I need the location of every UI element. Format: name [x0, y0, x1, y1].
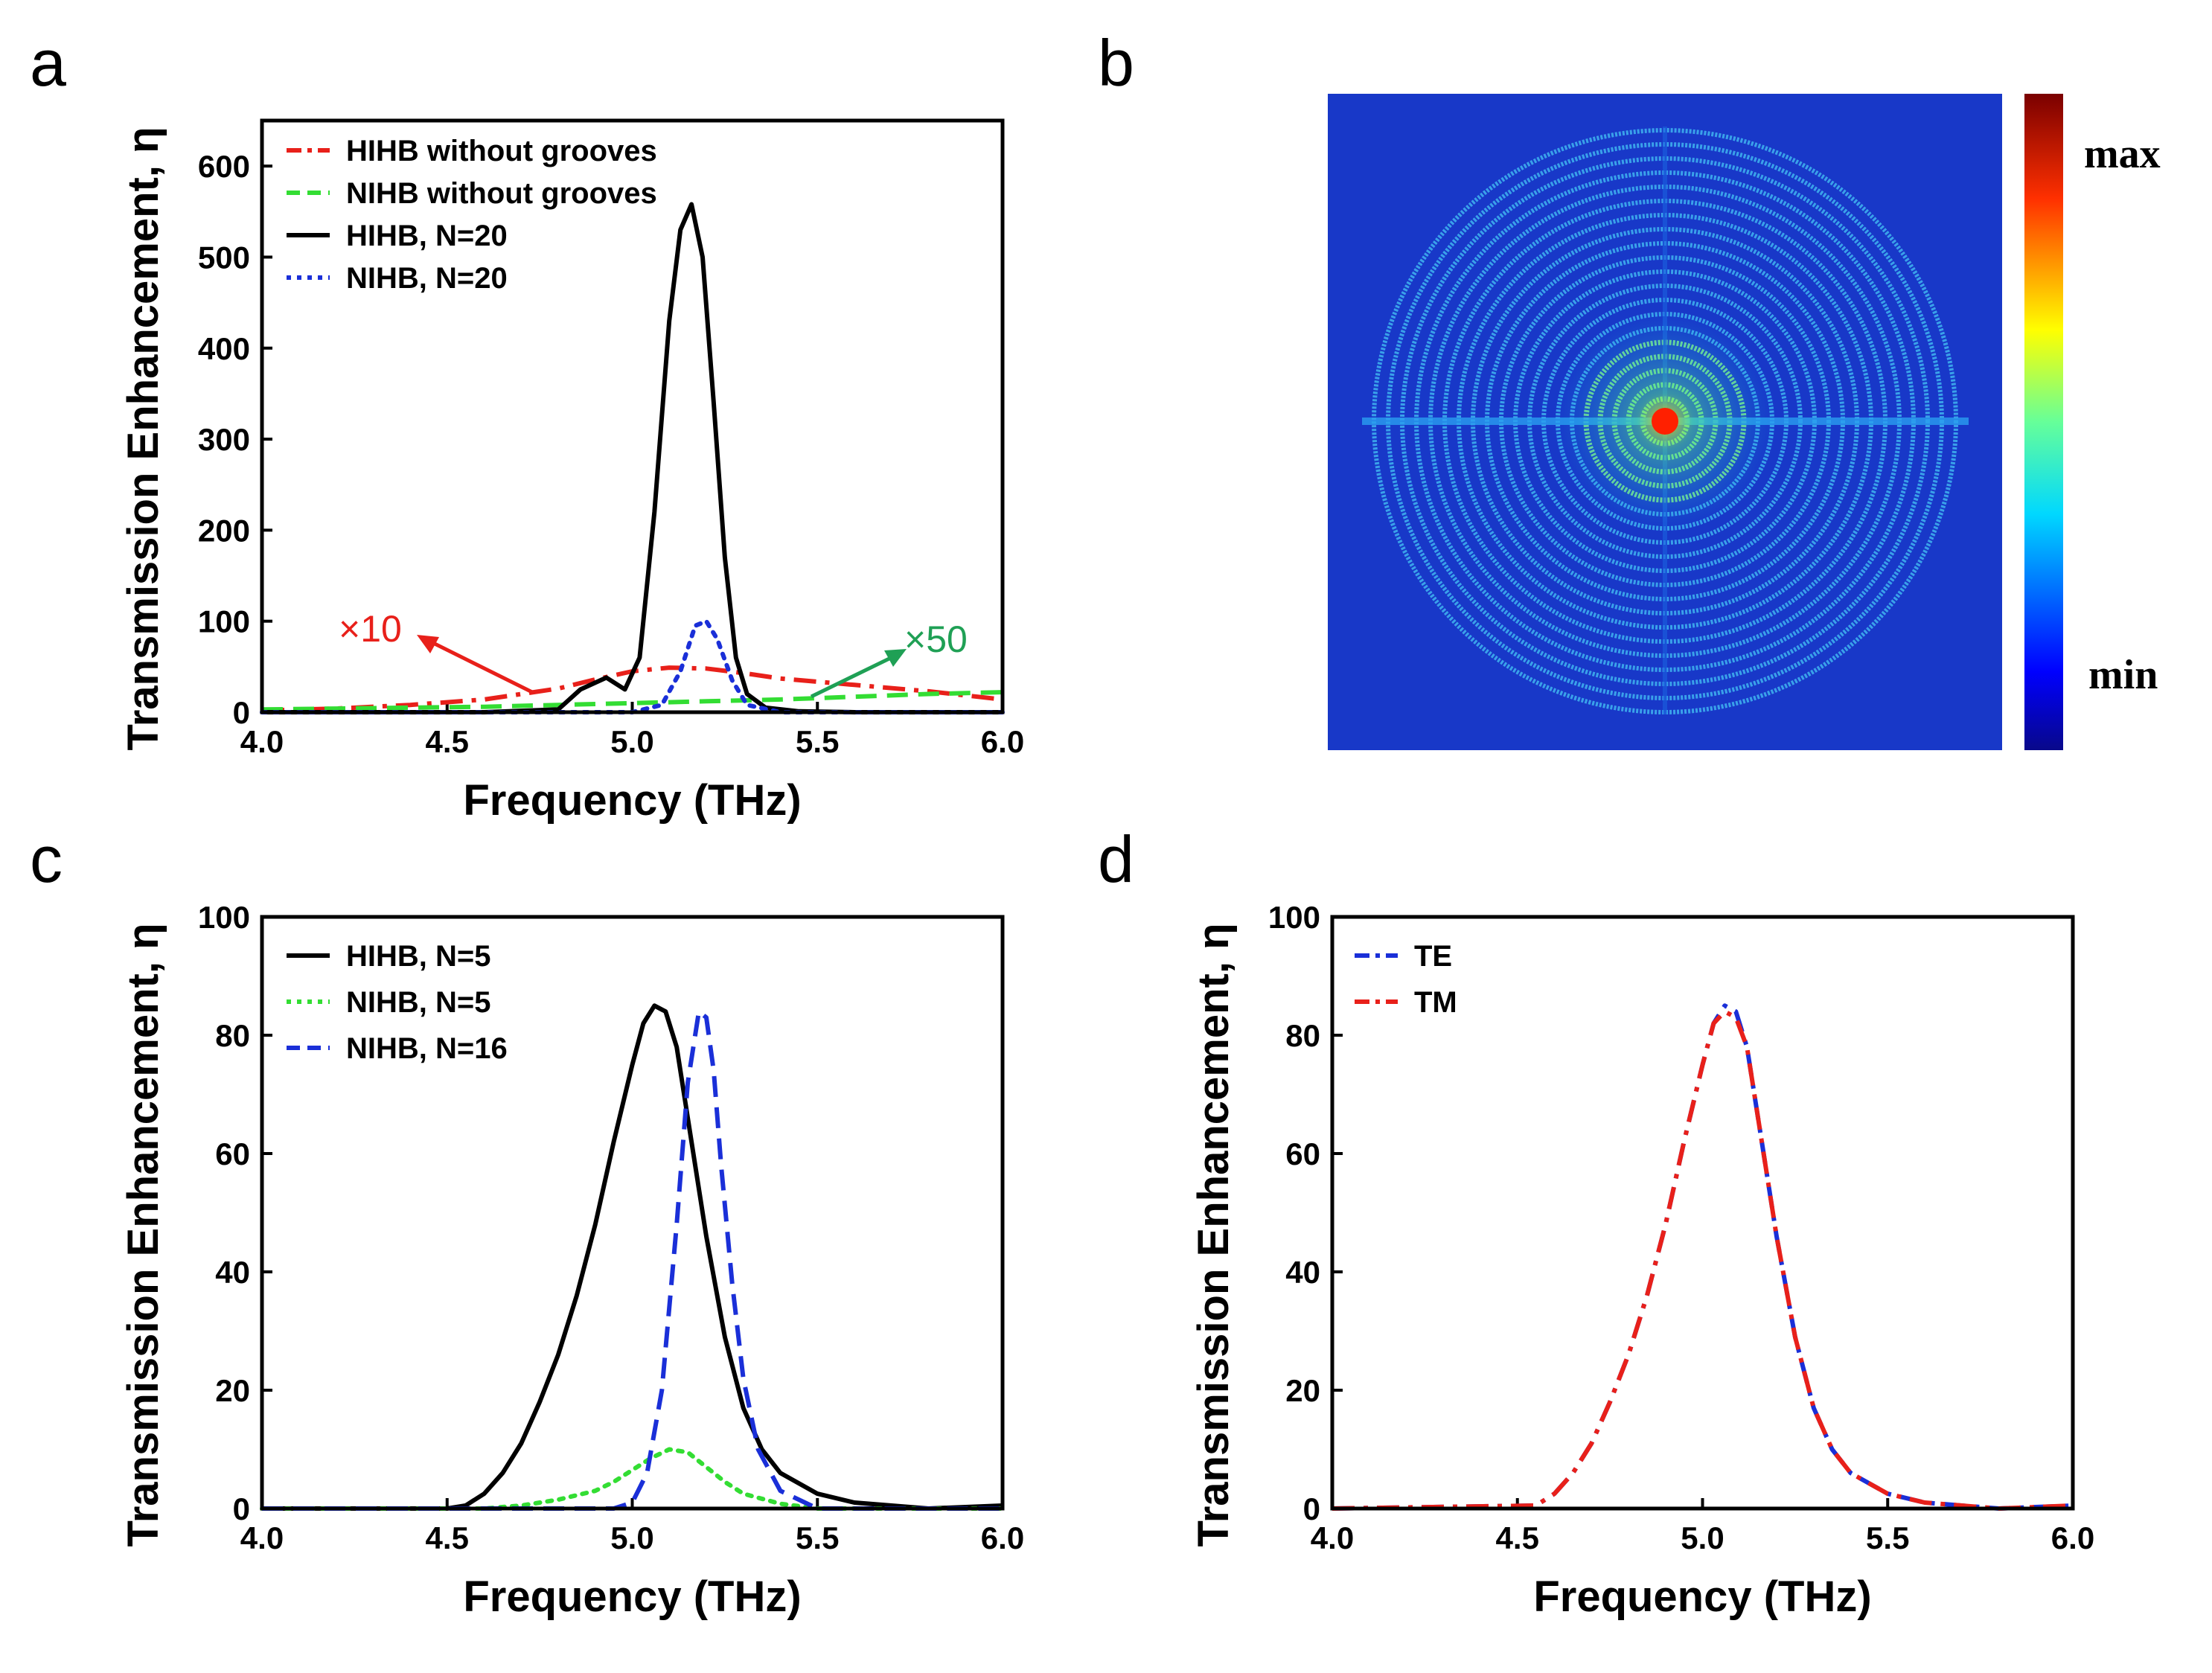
y-axis-label: Transmission Enhancement, η: [1189, 924, 1238, 1547]
x-tick-label: 5.0: [610, 724, 653, 759]
x-tick-label: 4.0: [240, 724, 284, 759]
y-tick-label: 500: [198, 240, 250, 275]
panel-label-c: c: [30, 822, 63, 896]
y-axis-label: Transmission Enhancement, η: [119, 127, 167, 751]
y-tick-label: 300: [198, 422, 250, 457]
panel-label-d: d: [1098, 822, 1134, 896]
panel-label-b: b: [1098, 26, 1134, 100]
y-tick-label: 0: [233, 695, 250, 730]
x-tick-label: 4.0: [1311, 1520, 1354, 1555]
x-tick-label: 5.5: [796, 724, 839, 759]
y-tick-label: 200: [198, 513, 250, 548]
chart-d: 4.0 4.5 5.0 5.5 6.0 0 20 40 60 80 100 Frequency (TH…: [1189, 900, 2094, 1621]
y-tick-label: 0: [1303, 1491, 1320, 1526]
field-map-core: [1652, 408, 1678, 435]
plot-frame: [260, 915, 1005, 1511]
series-line: [1332, 1003, 2074, 1511]
x-tick-label: 5.0: [1681, 1520, 1724, 1555]
legend-label: HIHB without grooves: [346, 135, 657, 167]
legend-label: NIHB, N=20: [346, 262, 508, 295]
x-tick-label: 4.0: [240, 1520, 284, 1555]
legend-label: NIHB without grooves: [346, 177, 657, 210]
y-tick-label: 80: [215, 1018, 250, 1053]
y-tick-label: 40: [215, 1255, 250, 1290]
y-tick-label: 100: [1268, 900, 1320, 935]
x-tick-label: 5.0: [610, 1520, 653, 1555]
legend-label: HIHB, N=5: [346, 940, 491, 973]
annotation-arrow-x10: [423, 636, 534, 694]
y-tick-label: 80: [1285, 1018, 1320, 1053]
y-tick-label: 60: [1285, 1136, 1320, 1171]
legend-label: TE: [1414, 940, 1452, 973]
y-tick-label: 60: [215, 1136, 250, 1171]
y-tick-label: 600: [198, 149, 250, 184]
series-line: [260, 618, 1005, 714]
x-axis-label: Frequency (THz): [463, 1573, 801, 1621]
series-line: [262, 1009, 1003, 1511]
annotation-x50: ×50: [904, 618, 968, 660]
y-tick-label: 20: [1285, 1373, 1320, 1408]
chart-a: 4.0 4.5 5.0 5.5 6.0 0 100 200 300 400 500 600 Freque…: [119, 118, 1024, 825]
field-map: [1328, 94, 2002, 750]
x-axis-label: Frequency (THz): [1533, 1573, 1871, 1621]
y-tick-label: 40: [1285, 1255, 1320, 1290]
x-tick-label: 4.5: [1496, 1520, 1539, 1555]
series-line: [262, 202, 1003, 714]
series-line: [260, 1447, 1005, 1511]
x-tick-label: 5.5: [1866, 1520, 1909, 1555]
colorbar-min-label: min: [2088, 652, 2158, 698]
legend-label: TM: [1414, 986, 1457, 1019]
plot-frame: [1330, 915, 2075, 1511]
y-tick-label: 100: [198, 900, 250, 935]
annotation-arrow-x50: [810, 653, 898, 699]
y-tick-label: 400: [198, 331, 250, 366]
colorbar-max-label: max: [2084, 131, 2161, 177]
series-line: [261, 665, 1003, 713]
series-line: [262, 1003, 1003, 1511]
x-tick-label: 6.0: [981, 724, 1024, 759]
x-tick-label: 5.5: [796, 1520, 839, 1555]
y-tick-label: 100: [198, 604, 250, 639]
legend-label: HIHB, N=20: [346, 220, 508, 252]
x-tick-label: 4.5: [426, 724, 469, 759]
y-tick-label: 0: [233, 1491, 250, 1526]
annotation-arrowhead-x10: [417, 635, 439, 653]
y-axis-label: Transmission Enhancement, η: [119, 924, 167, 1547]
colorbar-gradient: [2024, 94, 2063, 750]
x-tick-label: 6.0: [2051, 1520, 2094, 1555]
x-tick-label: 6.0: [981, 1520, 1024, 1555]
chart-c: 4.0 4.5 5.0 5.5 6.0 0 20 40 60 80 100 Frequency (TH…: [119, 900, 1024, 1621]
legend-label: NIHB, N=16: [346, 1032, 508, 1065]
plot-frame: [260, 118, 1005, 714]
series-line: [1332, 1009, 2074, 1511]
legend-label: NIHB, N=5: [346, 986, 491, 1019]
x-axis-label: Frequency (THz): [463, 776, 801, 825]
x-tick-label: 4.5: [426, 1520, 469, 1555]
y-tick-label: 20: [215, 1373, 250, 1408]
annotation-arrowhead-x50: [884, 649, 907, 667]
annotation-x10: ×10: [339, 608, 402, 650]
panel-label-a: a: [30, 26, 66, 100]
colorbar: max min: [2024, 94, 2161, 750]
